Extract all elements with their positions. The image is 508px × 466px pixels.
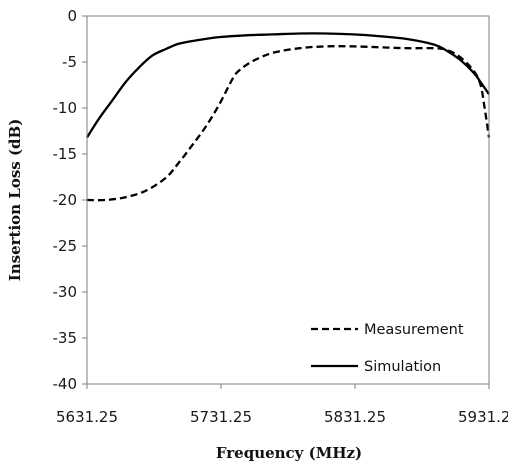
series-group	[86, 32, 491, 202]
y-tick-label: -10	[53, 99, 78, 117]
ticks-group: 0 -5 -10 -15 -20 -25 -30 -35 -40 5631.25 5731.25 58…	[53, 7, 508, 426]
y-tick-label: 0	[67, 7, 77, 25]
y-tick-label: -35	[53, 329, 78, 347]
series-line-simulation	[86, 32, 490, 139]
y-tick-label: -15	[53, 145, 78, 163]
x-tick-label: 5631.25	[56, 408, 118, 426]
plot-area	[87, 16, 489, 384]
y-tick-label: -20	[53, 191, 78, 209]
x-axis-title: Frequency (MHz)	[216, 444, 362, 462]
legend: Measurement Simulation	[311, 322, 464, 375]
x-tick-label: 5931.25	[458, 408, 508, 426]
x-tick-label: 5731.25	[190, 408, 252, 426]
y-axis-title: Insertion Loss (dB)	[6, 119, 24, 282]
y-tick-label: -40	[53, 375, 78, 393]
legend-label-measurement: Measurement	[364, 322, 464, 338]
y-tick-label: -5	[62, 53, 77, 71]
x-tick-label: 5831.25	[324, 408, 386, 426]
series-line-measurement	[86, 45, 491, 202]
legend-label-simulation: Simulation	[364, 359, 441, 375]
y-tick-label: -30	[53, 283, 78, 301]
plot-background	[87, 16, 489, 384]
y-tick-label: -25	[53, 237, 78, 255]
